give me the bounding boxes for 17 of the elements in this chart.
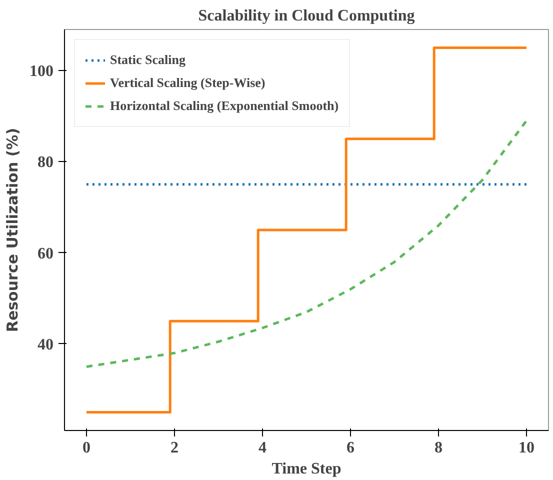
x-tick-label: 10	[518, 440, 534, 456]
y-tick-label: 60	[38, 245, 54, 262]
legend-label: Vertical Scaling (Step-Wise)	[110, 75, 266, 91]
x-tick-label: 8	[434, 440, 442, 456]
y-tick-label: 100	[30, 63, 54, 80]
y-axis-title: Resource Utilization (%)	[4, 128, 22, 332]
x-tick-label: 4	[258, 440, 266, 456]
legend-label: Static Scaling	[110, 52, 186, 68]
x-tick-label: 0	[82, 440, 90, 456]
x-axis-title: Time Step	[272, 460, 342, 478]
line-series	[85, 119, 528, 368]
y-tick-label: 40	[38, 336, 54, 354]
chart-title: Scalability in Cloud Computing	[198, 8, 415, 24]
y-tick-label: 80	[38, 154, 54, 172]
x-tick-label: 2	[170, 440, 178, 456]
x-tick-label: 6	[346, 440, 354, 456]
legend-label: Horizontal Scaling (Exponential Smooth)	[110, 98, 339, 114]
